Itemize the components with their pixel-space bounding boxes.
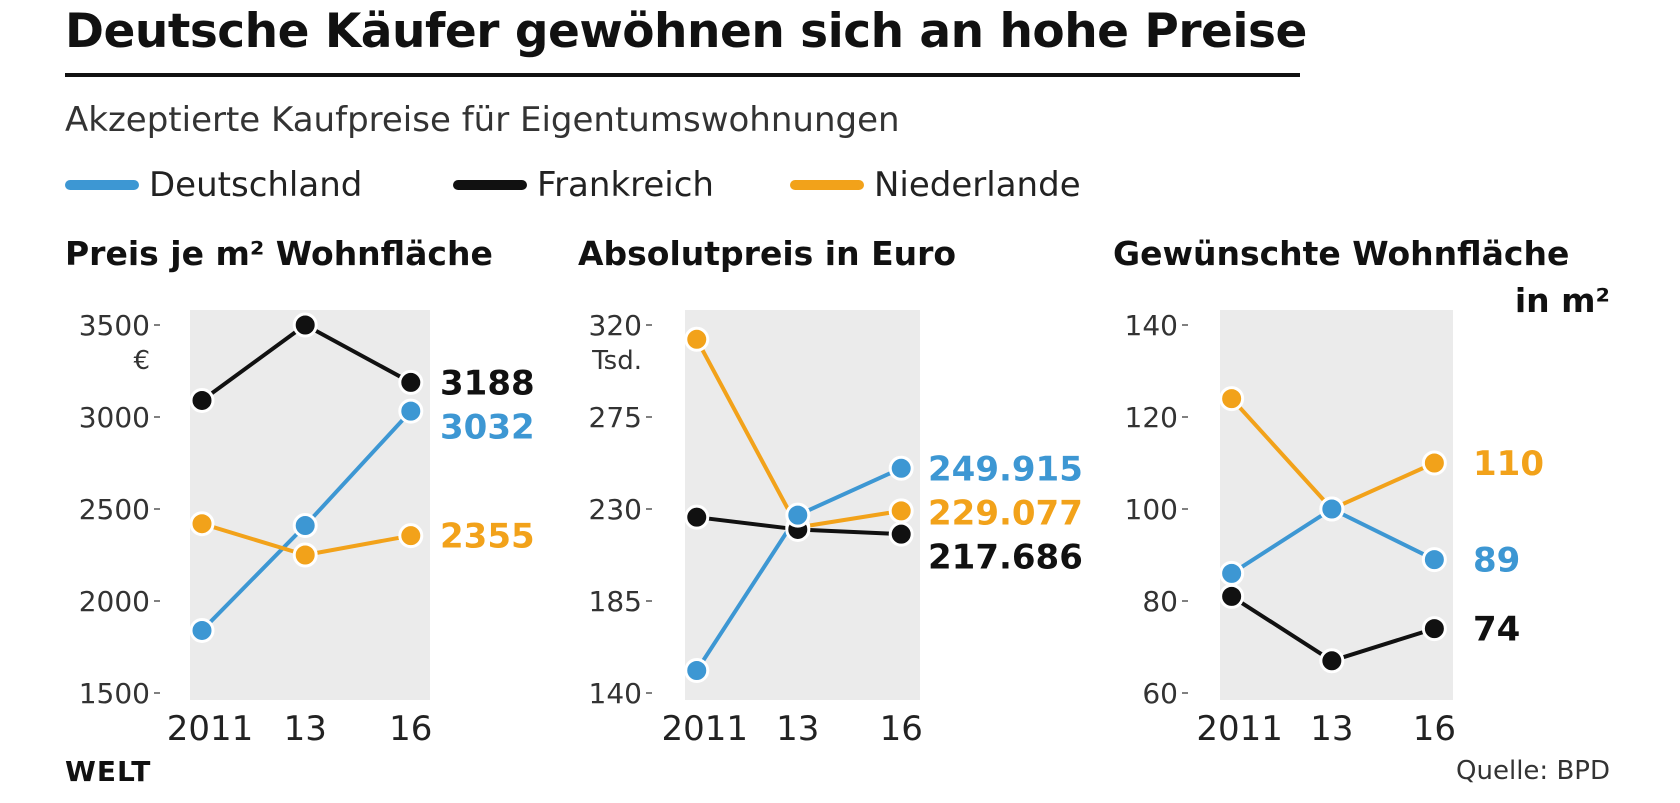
- data-point-frankreich: [1421, 616, 1447, 642]
- end-value-label-deutschland: 249.915: [928, 449, 1083, 489]
- data-point-niederlande: [292, 542, 318, 568]
- y-tick-label: 275: [589, 401, 642, 434]
- data-point-deutschland: [1319, 496, 1345, 522]
- x-tick-label: 13: [1310, 709, 1353, 749]
- data-point-niederlande: [398, 523, 424, 549]
- panel-title: Preis je m² Wohnfläche: [65, 234, 493, 273]
- y-tick-label: 2000: [79, 585, 150, 618]
- y-tick-label: 185: [589, 585, 642, 618]
- data-point-deutschland: [292, 513, 318, 539]
- data-point-frankreich: [1219, 583, 1245, 609]
- data-point-deutschland: [398, 398, 424, 424]
- x-tick-label: 2011: [661, 709, 748, 749]
- title-rule: [65, 73, 1300, 77]
- y-tick-label: 140: [1125, 309, 1178, 342]
- data-point-deutschland: [888, 455, 914, 481]
- panel-title-line2: in m²: [1515, 281, 1610, 320]
- y-tick-label: 140: [589, 677, 642, 710]
- end-value-label-frankreich: 74: [1473, 610, 1520, 650]
- x-tick-label: 16: [1413, 709, 1456, 749]
- y-unit-label: Tsd.: [591, 346, 642, 376]
- source-note: Quelle: BPD: [1456, 756, 1610, 786]
- legend-swatch-frankreich: [453, 180, 527, 190]
- data-point-frankreich: [1319, 648, 1345, 674]
- legend-label-frankreich: Frankreich: [537, 165, 714, 205]
- y-tick-label: 2500: [79, 493, 150, 526]
- x-tick-label: 16: [389, 709, 432, 749]
- x-tick-label: 13: [284, 709, 327, 749]
- data-point-frankreich: [888, 521, 914, 547]
- legend-item-niederlande: Niederlande: [790, 165, 1081, 205]
- legend-label-niederlande: Niederlande: [874, 165, 1081, 205]
- data-point-niederlande: [888, 498, 914, 524]
- data-point-niederlande: [684, 326, 710, 352]
- y-tick-label: 100: [1125, 493, 1178, 526]
- panel-title: Absolutpreis in Euro: [578, 234, 956, 273]
- legend-item-frankreich: Frankreich: [453, 165, 714, 205]
- panel-title: Gewünschte Wohnfläche: [1113, 234, 1569, 273]
- end-value-label-niederlande: 110: [1473, 444, 1544, 484]
- data-point-frankreich: [189, 387, 215, 413]
- data-point-deutschland: [684, 658, 710, 684]
- x-tick-label: 13: [776, 709, 819, 749]
- data-point-frankreich: [684, 504, 710, 530]
- brand-logo: WELT: [65, 755, 152, 788]
- data-point-frankreich: [292, 312, 318, 338]
- y-unit-label: €: [133, 346, 150, 376]
- y-tick-label: 80: [1142, 585, 1178, 618]
- end-value-label-deutschland: 89: [1473, 541, 1520, 581]
- chart-title: Deutsche Käufer gewöhnen sich an hohe Pr…: [65, 4, 1307, 59]
- legend-item-deutschland: Deutschland: [65, 165, 362, 205]
- data-point-deutschland: [785, 502, 811, 528]
- y-tick-label: 1500: [79, 677, 150, 710]
- end-value-label-niederlande: 229.077: [928, 493, 1083, 533]
- y-tick-label: 60: [1142, 677, 1178, 710]
- x-tick-label: 2011: [167, 709, 254, 749]
- data-point-deutschland: [189, 617, 215, 643]
- x-tick-label: 2011: [1196, 709, 1283, 749]
- plot-background: [190, 310, 430, 700]
- data-point-niederlande: [189, 511, 215, 537]
- end-value-label-niederlande: 2355: [440, 517, 535, 557]
- chart-subtitle: Akzeptierte Kaufpreise für Eigentumswohn…: [65, 100, 900, 140]
- y-tick-label: 320: [589, 309, 642, 342]
- data-point-deutschland: [1219, 560, 1245, 586]
- y-tick-label: 3500: [79, 309, 150, 342]
- data-point-niederlande: [1219, 386, 1245, 412]
- end-value-label-frankreich: 3188: [440, 363, 535, 403]
- y-tick-label: 120: [1125, 401, 1178, 434]
- legend-swatch-deutschland: [65, 180, 139, 190]
- legend-swatch-niederlande: [790, 180, 864, 190]
- y-tick-label: 230: [589, 493, 642, 526]
- data-point-deutschland: [1421, 547, 1447, 573]
- data-point-frankreich: [398, 369, 424, 395]
- end-value-label-frankreich: 217.686: [928, 537, 1083, 577]
- x-tick-label: 16: [880, 709, 923, 749]
- end-value-label-deutschland: 3032: [440, 407, 535, 447]
- y-tick-label: 3000: [79, 401, 150, 434]
- data-point-niederlande: [1421, 450, 1447, 476]
- legend-label-deutschland: Deutschland: [149, 165, 363, 205]
